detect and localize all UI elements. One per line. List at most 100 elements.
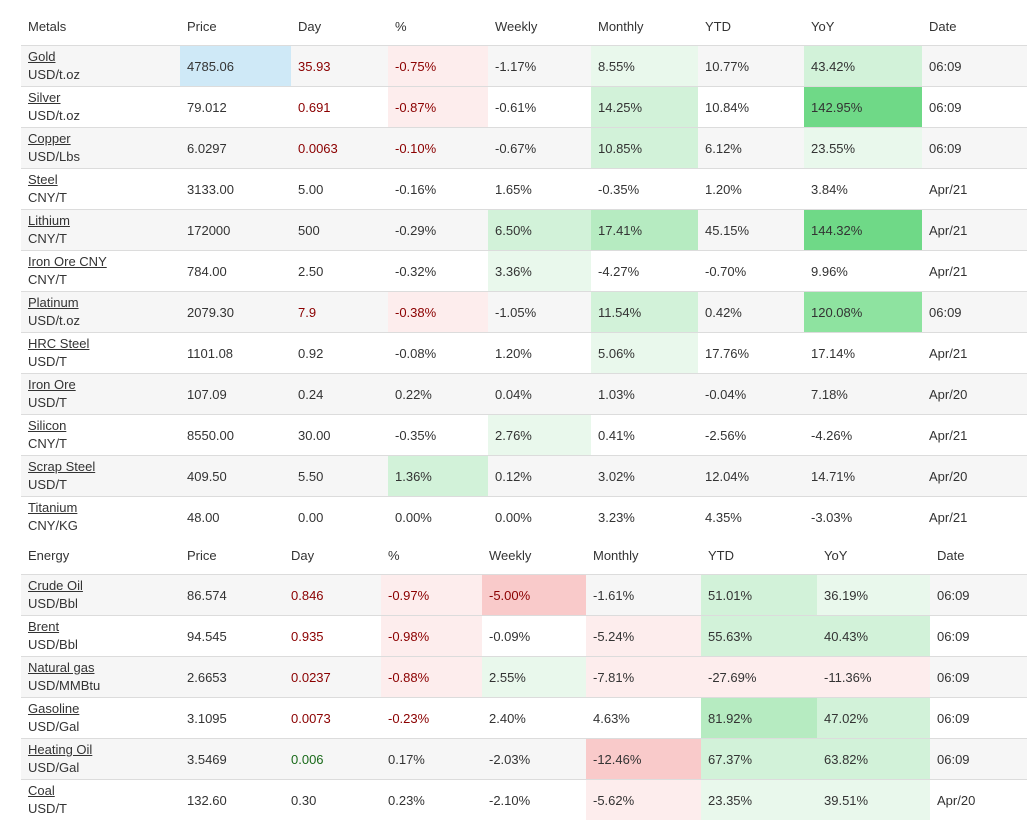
commodity-cell: Silicon CNY/T bbox=[21, 415, 180, 456]
commodity-link-scrap-steel[interactable]: Scrap Steel bbox=[28, 459, 173, 474]
weekly-change-value: 0.12% bbox=[488, 456, 591, 497]
header-day: Day bbox=[291, 8, 388, 46]
monthly-change-value: -0.35% bbox=[591, 169, 698, 210]
monthly-change-value: 11.54% bbox=[591, 292, 698, 333]
yoy-change-value: -3.03% bbox=[804, 497, 922, 538]
commodity-link-steel[interactable]: Steel bbox=[28, 172, 173, 187]
weekly-change-value: -5.00% bbox=[482, 575, 586, 616]
commodity-link-coal[interactable]: Coal bbox=[28, 783, 173, 798]
commodity-link-platinum[interactable]: Platinum bbox=[28, 295, 173, 310]
commodity-link-hrc-steel[interactable]: HRC Steel bbox=[28, 336, 173, 351]
weekly-change-value: 2.55% bbox=[482, 657, 586, 698]
date-value: 06:09 bbox=[930, 739, 1027, 780]
date-value: Apr/20 bbox=[922, 374, 1027, 415]
monthly-change-value: -5.62% bbox=[586, 780, 701, 820]
monthly-change-value: 4.63% bbox=[586, 698, 701, 739]
date-value: 06:09 bbox=[922, 46, 1027, 87]
ytd-change-value: 10.77% bbox=[698, 46, 804, 87]
date-value: 06:09 bbox=[922, 128, 1027, 169]
price-value: 94.545 bbox=[180, 616, 284, 657]
unit-label: USD/Bbl bbox=[28, 636, 173, 653]
unit-label: CNY/T bbox=[28, 435, 173, 452]
weekly-change-value: -0.67% bbox=[488, 128, 591, 169]
commodity-link-iron-ore[interactable]: Iron Ore bbox=[28, 377, 173, 392]
yoy-change-value: 43.42% bbox=[804, 46, 922, 87]
unit-label: USD/T bbox=[28, 353, 173, 370]
unit-label: USD/T bbox=[28, 800, 173, 817]
header-yoy: YoY bbox=[817, 537, 930, 575]
ytd-change-value: 23.35% bbox=[701, 780, 817, 820]
commodity-link-iron-ore-cny[interactable]: Iron Ore CNY bbox=[28, 254, 173, 269]
header-weekly: Weekly bbox=[482, 537, 586, 575]
day-change-value: 0.30 bbox=[284, 780, 381, 820]
date-value: Apr/21 bbox=[922, 415, 1027, 456]
commodity-cell: Steel CNY/T bbox=[21, 169, 180, 210]
date-value: 06:09 bbox=[922, 292, 1027, 333]
day-change-value: 0.24 bbox=[291, 374, 388, 415]
commodity-link-lithium[interactable]: Lithium bbox=[28, 213, 173, 228]
monthly-change-value: -7.81% bbox=[586, 657, 701, 698]
header-weekly: Weekly bbox=[488, 8, 591, 46]
day-change-value: 500 bbox=[291, 210, 388, 251]
commodity-cell: Coal USD/T bbox=[21, 780, 180, 820]
ytd-change-value: 0.42% bbox=[698, 292, 804, 333]
percent-change-value: 0.00% bbox=[388, 497, 488, 538]
ytd-change-value: 55.63% bbox=[701, 616, 817, 657]
price-value: 172000 bbox=[180, 210, 291, 251]
commodity-link-heating-oil[interactable]: Heating Oil bbox=[28, 742, 173, 757]
price-value: 2079.30 bbox=[180, 292, 291, 333]
unit-label: CNY/T bbox=[28, 189, 173, 206]
date-value: Apr/21 bbox=[922, 333, 1027, 374]
day-change-value: 5.00 bbox=[291, 169, 388, 210]
day-change-value: 0.691 bbox=[291, 87, 388, 128]
commodities-panel: Metals Price Day % Weekly Monthly YTD Yo… bbox=[21, 8, 1027, 820]
commodity-link-silver[interactable]: Silver bbox=[28, 90, 173, 105]
date-value: 06:09 bbox=[930, 698, 1027, 739]
yoy-change-value: 23.55% bbox=[804, 128, 922, 169]
monthly-change-value: 8.55% bbox=[591, 46, 698, 87]
date-value: Apr/21 bbox=[922, 497, 1027, 538]
energy-header-row: Energy Price Day % Weekly Monthly YTD Yo… bbox=[21, 537, 1027, 575]
commodity-link-titanium[interactable]: Titanium bbox=[28, 500, 173, 515]
metals-header-row: Metals Price Day % Weekly Monthly YTD Yo… bbox=[21, 8, 1027, 46]
percent-change-value: 0.22% bbox=[388, 374, 488, 415]
price-value: 3.1095 bbox=[180, 698, 284, 739]
monthly-change-value: 17.41% bbox=[591, 210, 698, 251]
commodity-link-copper[interactable]: Copper bbox=[28, 131, 173, 146]
percent-change-value: -0.08% bbox=[388, 333, 488, 374]
price-value: 4785.06 bbox=[180, 46, 291, 87]
price-value: 86.574 bbox=[180, 575, 284, 616]
commodity-link-gasoline[interactable]: Gasoline bbox=[28, 701, 173, 716]
ytd-change-value: 67.37% bbox=[701, 739, 817, 780]
commodity-link-natural-gas[interactable]: Natural gas bbox=[28, 660, 173, 675]
energy-table: Energy Price Day % Weekly Monthly YTD Yo… bbox=[21, 537, 1027, 820]
weekly-change-value: -0.61% bbox=[488, 87, 591, 128]
commodity-link-gold[interactable]: Gold bbox=[28, 49, 173, 64]
commodity-link-crude-oil[interactable]: Crude Oil bbox=[28, 578, 173, 593]
commodity-link-brent[interactable]: Brent bbox=[28, 619, 173, 634]
monthly-change-value: 3.23% bbox=[591, 497, 698, 538]
price-value: 48.00 bbox=[180, 497, 291, 538]
monthly-change-value: 10.85% bbox=[591, 128, 698, 169]
day-change-value: 0.00 bbox=[291, 497, 388, 538]
day-change-value: 0.846 bbox=[284, 575, 381, 616]
yoy-change-value: 63.82% bbox=[817, 739, 930, 780]
header-monthly: Monthly bbox=[586, 537, 701, 575]
commodity-link-silicon[interactable]: Silicon bbox=[28, 418, 173, 433]
yoy-change-value: 39.51% bbox=[817, 780, 930, 820]
price-value: 79.012 bbox=[180, 87, 291, 128]
yoy-change-value: -4.26% bbox=[804, 415, 922, 456]
